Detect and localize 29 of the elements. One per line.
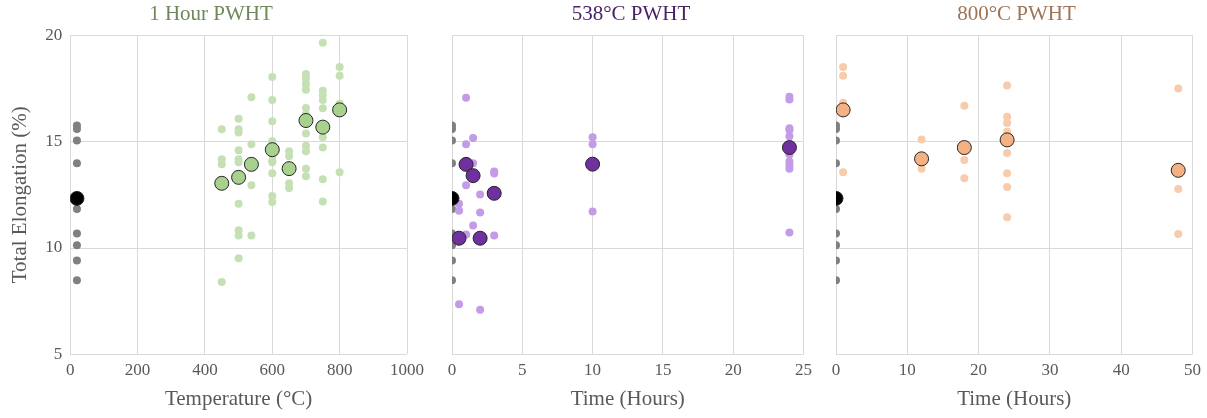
y-tick-label: 10 — [45, 237, 63, 257]
x-tick-label: 0 — [831, 360, 841, 380]
x-axis-title: Temperature (°C) — [164, 385, 313, 410]
x-tick-label: 30 — [1041, 360, 1059, 380]
x-tick-label: 10 — [584, 360, 602, 380]
x-tick-label: 1000 — [390, 360, 424, 380]
chart-title: 800°C PWHT — [957, 1, 1076, 26]
x-tick-label: 800 — [326, 360, 353, 380]
x-tick-label: 400 — [192, 360, 218, 380]
x-tick-label: 15 — [654, 360, 672, 380]
x-axis-title: Time (Hours) — [570, 385, 685, 410]
x-tick-label: 40 — [1112, 360, 1130, 380]
y-tick-label: 20 — [45, 24, 63, 44]
y-tick-label: 5 — [53, 343, 63, 363]
x-tick-label: 0 — [65, 360, 75, 380]
chart-title: 1 Hour PWHT — [149, 1, 273, 26]
x-tick-label: 20 — [724, 360, 742, 380]
x-tick-label: 600 — [259, 360, 286, 380]
x-tick-label: 0 — [447, 360, 457, 380]
x-tick-label: 10 — [898, 360, 916, 380]
x-axis-title: Time (Hours) — [957, 385, 1072, 410]
x-tick-label: 20 — [970, 360, 988, 380]
y-axis-title: Total Elongation (%) — [7, 106, 32, 284]
x-tick-label: 5 — [518, 360, 527, 380]
chart-title: 538°C PWHT — [571, 1, 691, 26]
x-tick-label: 50 — [1184, 360, 1201, 380]
x-tick-label: 25 — [795, 360, 812, 380]
x-tick-label: 200 — [124, 360, 151, 380]
y-tick-label: 15 — [45, 131, 63, 151]
